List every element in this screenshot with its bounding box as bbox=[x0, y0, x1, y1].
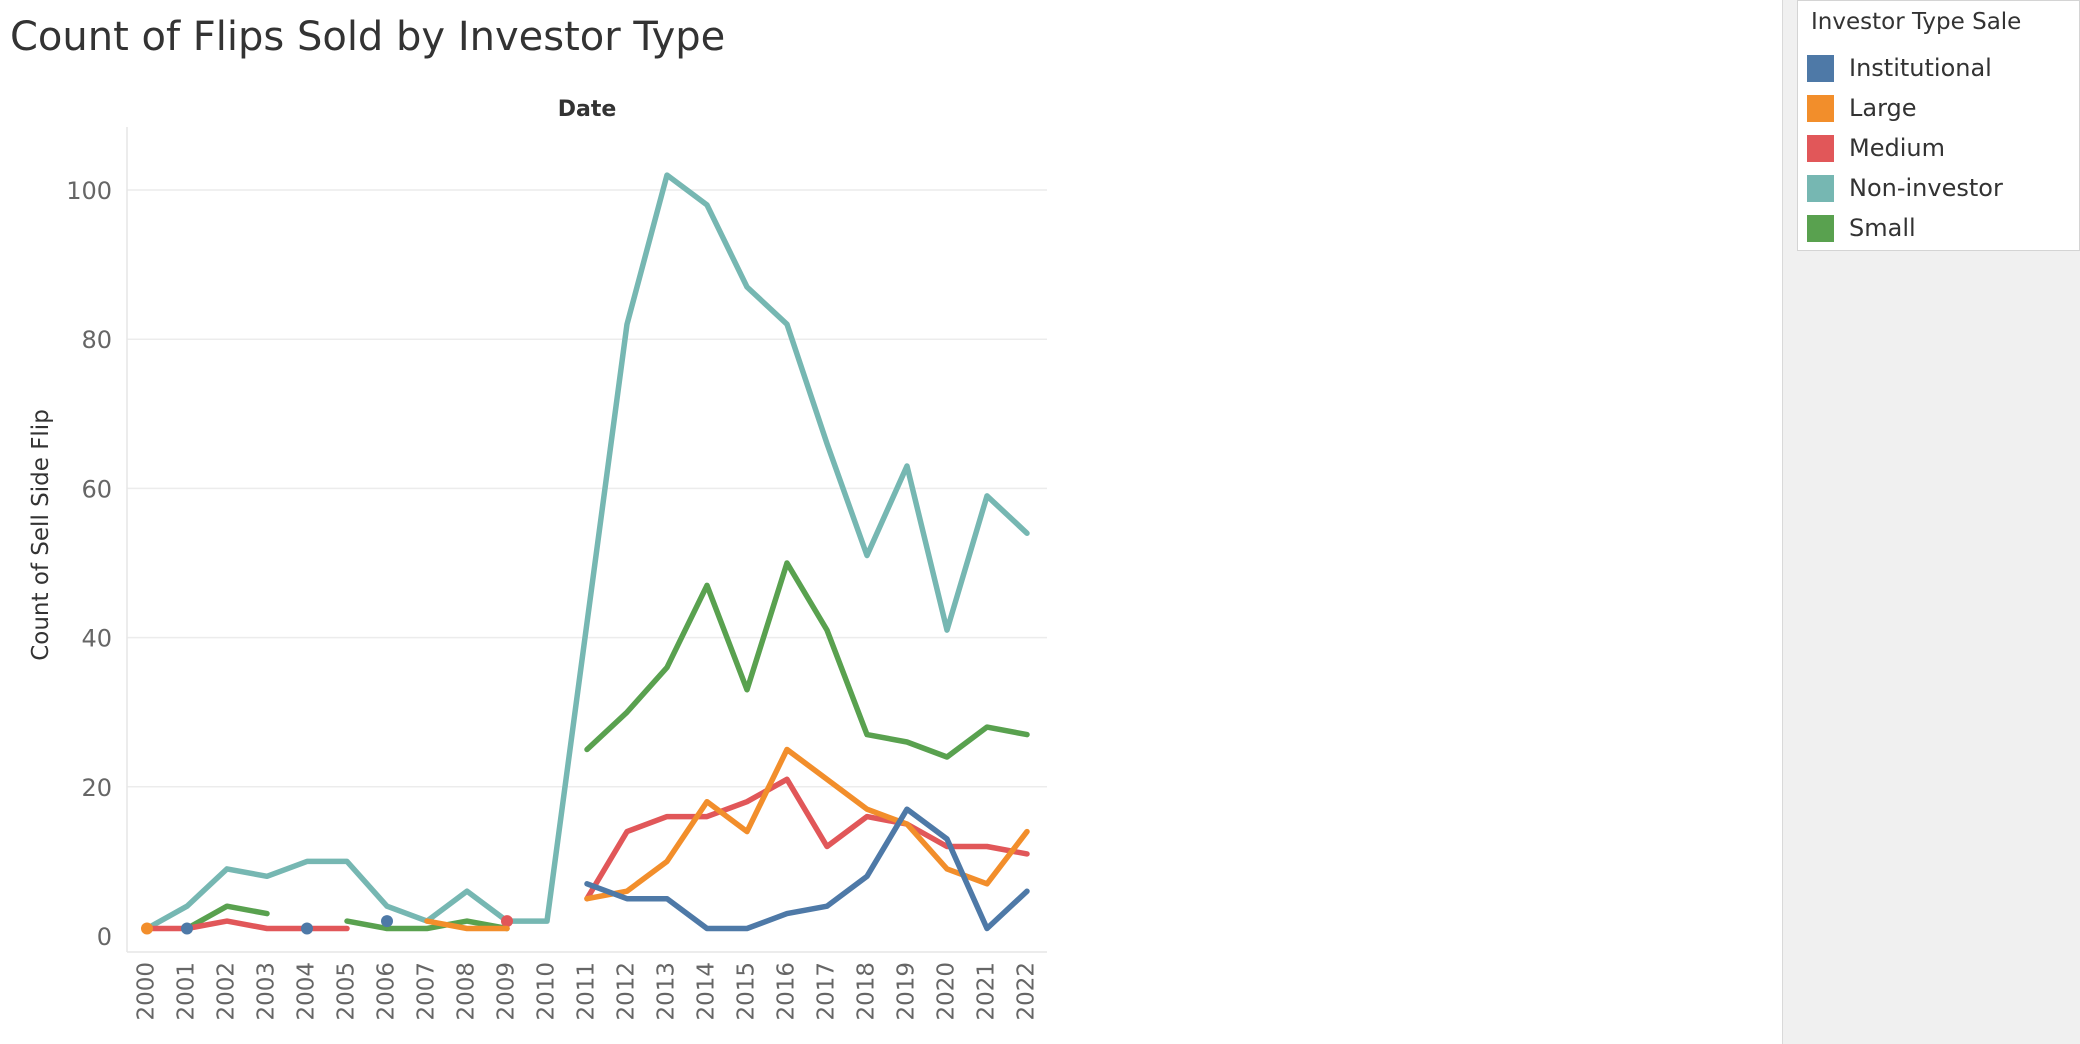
legend-label-non-investor: Non-investor bbox=[1849, 174, 2003, 202]
x-tick-label: 2001 bbox=[174, 962, 200, 1021]
legend-swatch-medium bbox=[1807, 135, 1834, 162]
x-tick-label: 2006 bbox=[374, 962, 400, 1021]
point-institutional-2004[interactable] bbox=[301, 922, 313, 935]
x-tick-label: 2009 bbox=[494, 962, 520, 1021]
series-large bbox=[141, 746, 1030, 935]
x-tick-label: 2007 bbox=[414, 962, 440, 1021]
series-medium bbox=[144, 776, 1030, 932]
line-small[interactable] bbox=[344, 918, 510, 932]
legend-label-small: Small bbox=[1849, 214, 1916, 242]
legend-swatch-small bbox=[1807, 215, 1834, 242]
x-tick-label: 2018 bbox=[854, 962, 880, 1021]
x-tick-label: 2019 bbox=[894, 962, 920, 1021]
line-institutional[interactable] bbox=[584, 806, 1030, 932]
x-tick-label: 2016 bbox=[774, 962, 800, 1021]
line-small[interactable] bbox=[584, 560, 1030, 760]
legend-label-large: Large bbox=[1849, 94, 1917, 122]
legend-swatch-large bbox=[1807, 95, 1834, 122]
x-tick-label: 2015 bbox=[734, 962, 760, 1021]
series-lines bbox=[141, 172, 1030, 935]
legend-swatch-non-investor bbox=[1807, 175, 1834, 202]
y-tick-label: 0 bbox=[97, 923, 112, 951]
legend: Investor Type Sale Institutional Large M… bbox=[1797, 0, 2080, 251]
point-institutional-2006[interactable] bbox=[381, 915, 393, 928]
y-tick-label: 80 bbox=[81, 326, 112, 354]
x-tick-label: 2012 bbox=[614, 962, 640, 1021]
line-medium[interactable] bbox=[584, 776, 1030, 902]
y-tick-label: 40 bbox=[81, 625, 112, 653]
x-tick-label: 2003 bbox=[254, 962, 280, 1021]
x-tick-label: 2021 bbox=[974, 962, 1000, 1021]
point-institutional-2001[interactable] bbox=[181, 922, 193, 935]
x-tick-label: 2004 bbox=[294, 962, 320, 1021]
point-large-2000[interactable] bbox=[141, 922, 153, 935]
axes: 0 20 40 60 80 100 2000 2001 2002 2003 2004 2005 2006… bbox=[28, 97, 1047, 1021]
y-tick-label: 20 bbox=[81, 774, 112, 802]
x-tick-label: 2010 bbox=[534, 962, 560, 1021]
x-tick-label: 2008 bbox=[454, 962, 480, 1021]
x-tick-label: 2000 bbox=[134, 962, 160, 1021]
x-tick-label: 2011 bbox=[574, 962, 600, 1021]
y-tick-label: 60 bbox=[81, 475, 112, 503]
legend-label-institutional: Institutional bbox=[1849, 54, 1992, 82]
line-large[interactable] bbox=[584, 746, 1030, 902]
x-tick-label: 2014 bbox=[694, 962, 720, 1021]
line-large[interactable] bbox=[424, 918, 510, 932]
grid-lines bbox=[127, 189, 1047, 788]
chart-title: Count of Flips Sold by Investor Type bbox=[10, 14, 726, 60]
y-axis-title: Count of Sell Side Flip bbox=[28, 409, 54, 661]
x-tick-label: 2022 bbox=[1014, 962, 1040, 1021]
series-non-investor bbox=[144, 172, 1030, 932]
series-small bbox=[184, 560, 1030, 932]
x-tick-label: 2013 bbox=[654, 962, 680, 1021]
line-medium[interactable] bbox=[144, 918, 350, 932]
series-institutional bbox=[181, 806, 1030, 935]
line-small[interactable] bbox=[184, 903, 270, 932]
legend-label-medium: Medium bbox=[1849, 134, 1945, 162]
y-tick-label: 100 bbox=[66, 177, 112, 205]
point-medium-2009[interactable] bbox=[501, 915, 513, 928]
line-non-investor[interactable] bbox=[144, 172, 1030, 932]
x-tick-label: 2002 bbox=[214, 962, 240, 1021]
line-chart: 0 20 40 60 80 100 2000 2001 2002 2003 2004 2005 2006… bbox=[28, 97, 1047, 1021]
x-tick-label: 2017 bbox=[814, 962, 840, 1021]
x-tick-label: 2020 bbox=[934, 962, 960, 1021]
legend-swatch-institutional bbox=[1807, 55, 1834, 82]
legend-title: Investor Type Sale bbox=[1811, 9, 2022, 35]
x-tick-label: 2005 bbox=[334, 962, 360, 1021]
x-axis-title: Date bbox=[558, 97, 617, 122]
